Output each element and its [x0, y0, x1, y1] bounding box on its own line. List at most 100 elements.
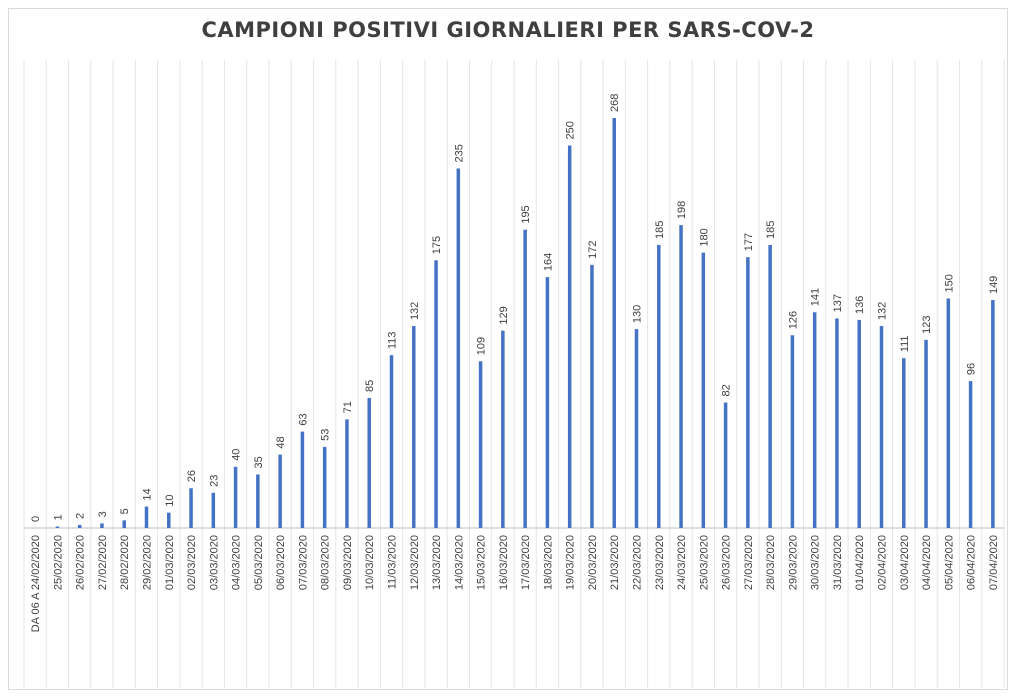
- bar: [211, 492, 216, 528]
- data-label: 111: [899, 335, 911, 352]
- tick-label: 04/04/2020: [921, 535, 933, 590]
- tick-label: 02/04/2020: [877, 535, 889, 590]
- tick-label: 06/04/2020: [966, 535, 978, 590]
- tick-label: 12/03/2020: [409, 535, 421, 590]
- data-label: 109: [476, 337, 488, 355]
- data-label: 149: [988, 276, 1000, 294]
- data-label: 35: [253, 456, 265, 468]
- tick-label: 09/03/2020: [342, 535, 354, 590]
- tick-label: 19/03/2020: [565, 535, 577, 590]
- data-label: 113: [387, 332, 399, 350]
- bar: [746, 257, 750, 528]
- data-label: 48: [275, 436, 287, 448]
- tick-label: 23/03/2020: [654, 535, 666, 590]
- bar: [389, 355, 394, 528]
- bar: [590, 264, 594, 528]
- tick-label: 08/03/2020: [320, 535, 332, 590]
- bar: [167, 512, 171, 528]
- data-label: 185: [654, 221, 666, 239]
- tick-label: 30/03/2020: [810, 535, 822, 590]
- tick-label: 07/04/2020: [988, 535, 1000, 590]
- bar: [612, 118, 616, 528]
- tick-label: 01/04/2020: [854, 535, 866, 590]
- tick-label: 25/03/2020: [698, 535, 710, 590]
- tick-label: 28/02/2020: [119, 535, 131, 590]
- data-label: 2: [75, 513, 87, 519]
- tick-label: 27/02/2020: [97, 535, 109, 590]
- bar: [567, 145, 572, 529]
- data-label: 3: [97, 511, 109, 517]
- data-label: 175: [431, 236, 443, 254]
- bar: [412, 326, 416, 528]
- bar: [634, 329, 639, 528]
- data-label: 40: [231, 449, 243, 461]
- tick-label: 26/02/2020: [75, 535, 87, 590]
- data-label: 137: [832, 294, 844, 312]
- bar: [545, 277, 550, 528]
- bar: [322, 446, 327, 528]
- data-label: 63: [297, 413, 309, 425]
- data-label: 5: [119, 508, 131, 514]
- tick-label: 16/03/2020: [498, 535, 510, 590]
- tick-label: 26/03/2020: [721, 535, 733, 590]
- bar: [501, 330, 505, 528]
- bar: [367, 397, 371, 528]
- bar: [77, 524, 82, 528]
- data-label: 164: [542, 253, 554, 271]
- data-label: 85: [364, 380, 376, 392]
- bar: [278, 454, 282, 528]
- tick-label: 02/03/2020: [186, 535, 198, 590]
- bar: [701, 252, 706, 528]
- tick-label: 29/02/2020: [142, 535, 154, 590]
- bar: [835, 318, 839, 528]
- data-label: 1: [52, 514, 64, 520]
- data-label: 177: [743, 233, 755, 251]
- data-label: 180: [698, 228, 710, 246]
- data-label: 132: [409, 302, 421, 320]
- data-label: 26: [186, 470, 198, 482]
- bar: [679, 225, 683, 529]
- tick-label: 29/03/2020: [787, 535, 799, 590]
- bar: [812, 312, 817, 528]
- tick-label: 22/03/2020: [632, 535, 644, 590]
- data-label: 82: [721, 384, 733, 396]
- data-label: 123: [921, 315, 933, 333]
- bar: [857, 319, 861, 528]
- data-label: 14: [142, 488, 154, 500]
- tick-label: 31/03/2020: [832, 535, 844, 590]
- data-label: 0: [30, 516, 42, 522]
- data-label: 129: [498, 306, 510, 324]
- bar: [122, 520, 126, 528]
- data-label: 250: [565, 121, 577, 139]
- bar: [189, 488, 193, 528]
- tick-label: 05/04/2020: [943, 535, 955, 590]
- tick-label: 11/03/2020: [387, 535, 399, 589]
- tick-label: 21/03/2020: [609, 535, 621, 590]
- tick-label: 04/03/2020: [231, 535, 243, 590]
- bar: [345, 419, 349, 528]
- tick-label: 24/03/2020: [676, 535, 688, 590]
- data-label: 130: [632, 305, 644, 323]
- bar: [991, 300, 995, 528]
- tick-label: DA 06 A 24/02/2020: [30, 535, 42, 632]
- bar: [55, 526, 60, 528]
- bar: [790, 335, 795, 528]
- tick-label: 03/04/2020: [899, 535, 911, 590]
- chart-title: CAMPIONI POSITIVI GIORNALIERI PER SARS-C…: [201, 18, 815, 42]
- bar: [523, 229, 527, 528]
- bar: [924, 339, 928, 528]
- bar: [144, 506, 149, 528]
- tick-label: 05/03/2020: [253, 535, 265, 590]
- tick-label: 18/03/2020: [542, 535, 554, 590]
- data-label: 96: [966, 363, 978, 375]
- chart-frame: [8, 8, 1008, 690]
- data-label: 10: [164, 494, 176, 506]
- data-label: 150: [943, 274, 955, 292]
- data-label: 71: [342, 401, 354, 413]
- bar: [456, 168, 461, 528]
- bar: [233, 466, 238, 528]
- tick-label: 15/03/2020: [476, 535, 488, 590]
- bar: [256, 474, 260, 528]
- tick-label: 10/03/2020: [364, 535, 376, 590]
